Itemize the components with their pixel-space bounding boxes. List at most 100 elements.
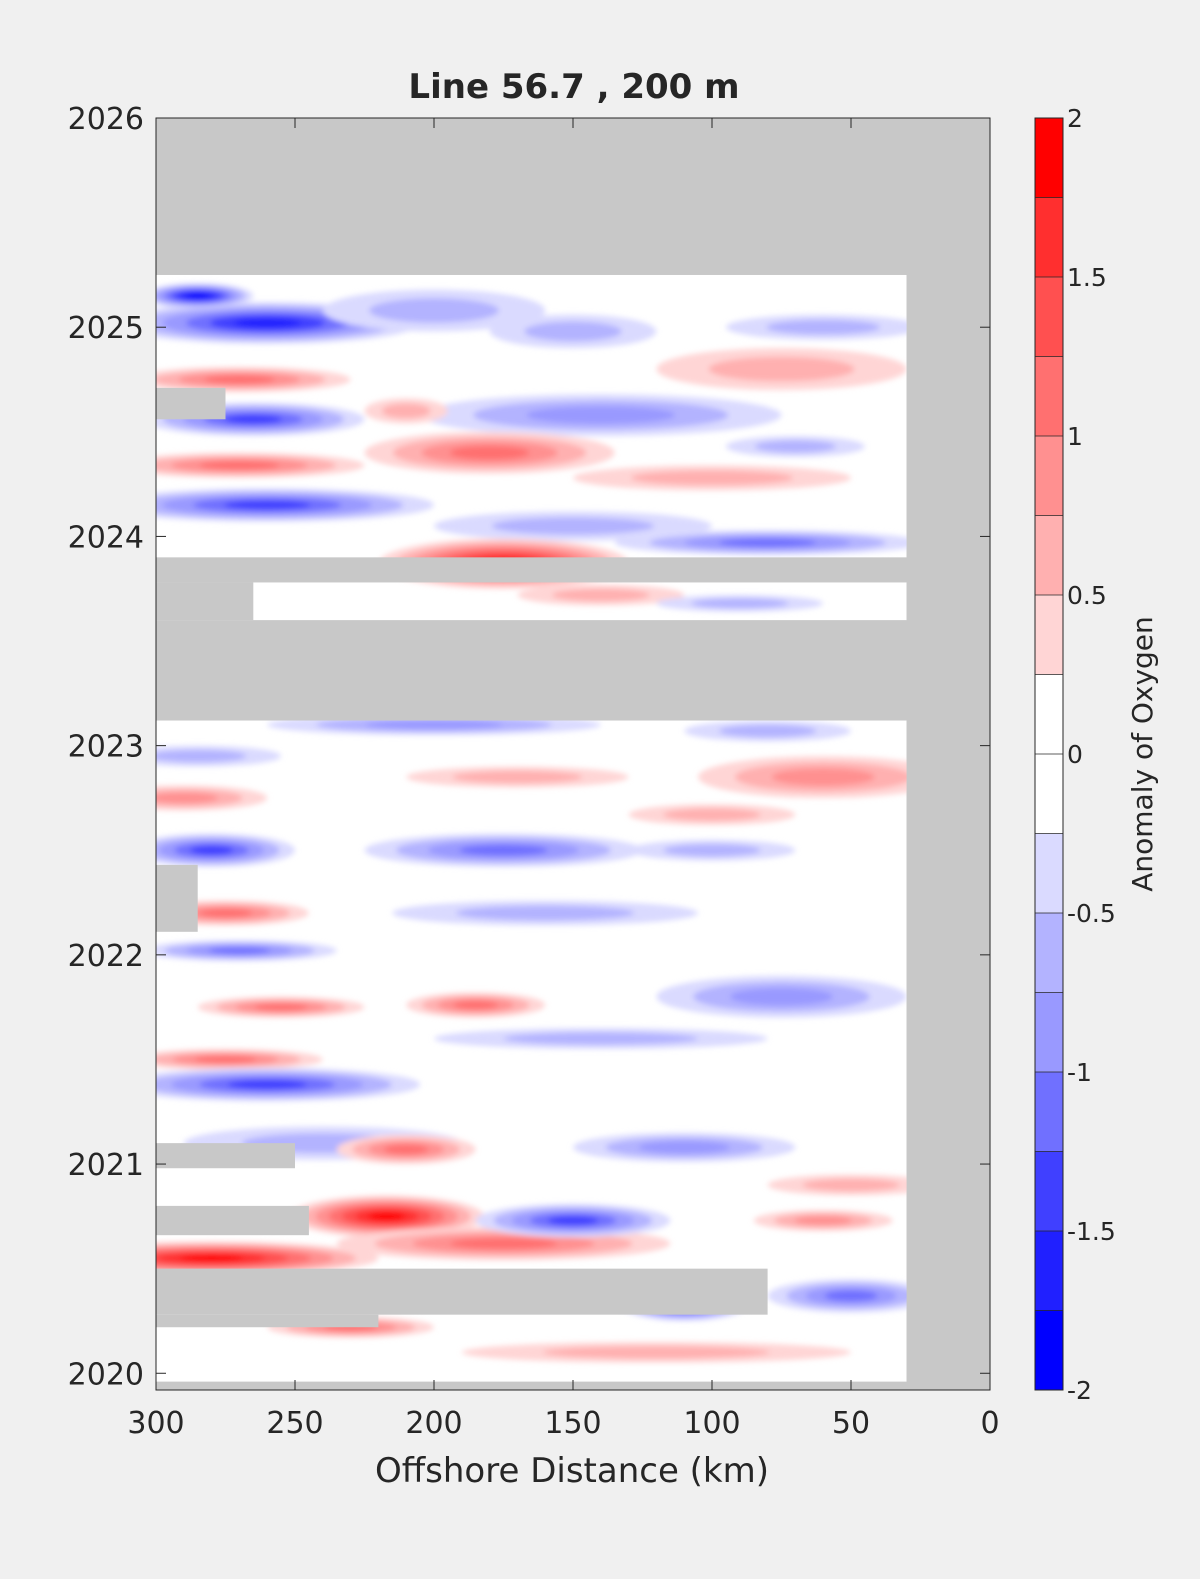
anomaly-patch bbox=[392, 900, 699, 926]
no-data-region bbox=[156, 387, 226, 420]
contour-ring bbox=[227, 1080, 307, 1089]
anomaly-patch bbox=[322, 289, 546, 332]
colorbar-label: Anomaly of Oxygen bbox=[1126, 616, 1159, 892]
contour-ring bbox=[718, 538, 817, 547]
anomaly-patch bbox=[156, 833, 295, 867]
no-data-region bbox=[156, 620, 907, 721]
colorbar-segment bbox=[1035, 197, 1063, 277]
contour-ring bbox=[254, 1003, 308, 1011]
colorbar-tick-label: -1.5 bbox=[1067, 1217, 1116, 1246]
y-tick-label: 2021 bbox=[68, 1148, 144, 1183]
contour-ring bbox=[450, 1238, 557, 1249]
contour-ring bbox=[381, 403, 431, 419]
anomaly-patch bbox=[628, 804, 796, 826]
x-tick-label: 150 bbox=[544, 1406, 601, 1441]
no-data-region bbox=[156, 1205, 309, 1236]
anomaly-patch bbox=[698, 756, 949, 798]
anomaly-patch bbox=[406, 992, 546, 1018]
colorbar-segment bbox=[1035, 595, 1063, 675]
anomaly-patch bbox=[614, 530, 921, 556]
contour-ring bbox=[630, 470, 794, 486]
contour-ring bbox=[771, 768, 875, 786]
contour-ring bbox=[638, 1141, 730, 1154]
contour-ring bbox=[794, 1216, 852, 1225]
contour-ring bbox=[729, 988, 834, 1006]
colorbar-tick-label: -0.5 bbox=[1067, 899, 1116, 928]
colorbar-segment bbox=[1035, 913, 1063, 993]
anomaly-patch bbox=[364, 833, 643, 867]
colorbar-segment bbox=[1035, 277, 1063, 357]
contour-ring bbox=[542, 1346, 770, 1359]
colorbar-tick-label: 0 bbox=[1067, 740, 1083, 769]
colorbar-tick-label: 0.5 bbox=[1067, 581, 1107, 610]
contour-ring bbox=[199, 461, 280, 470]
contour-ring bbox=[708, 356, 855, 382]
contour-ring bbox=[766, 319, 880, 335]
y-tick-label: 2026 bbox=[68, 102, 144, 137]
anomaly-patch bbox=[684, 720, 851, 742]
chart-title: Line 56.7 , 200 m bbox=[408, 67, 739, 107]
contour-ring bbox=[384, 1144, 429, 1155]
contour-ring bbox=[194, 1056, 257, 1063]
colorbar-tick-label: -2 bbox=[1067, 1376, 1092, 1405]
colorbar-segment bbox=[1035, 992, 1063, 1072]
anomaly-patch bbox=[156, 785, 268, 811]
anomaly-patch bbox=[434, 511, 712, 541]
contour-ring bbox=[802, 1178, 900, 1192]
no-data-region bbox=[156, 864, 198, 932]
contour-ring bbox=[233, 318, 301, 328]
contour-ring bbox=[156, 749, 247, 763]
contour-ring bbox=[526, 406, 676, 424]
anomaly-patch bbox=[156, 1067, 421, 1102]
contour-ring bbox=[524, 321, 622, 342]
colorbar-segment bbox=[1035, 436, 1063, 516]
anomaly-patch bbox=[156, 745, 282, 767]
contour-ring bbox=[491, 517, 655, 535]
y-tick-label: 2020 bbox=[68, 1357, 144, 1392]
anomaly-patch bbox=[461, 1341, 851, 1363]
colorbar-tick-label: 1.5 bbox=[1067, 263, 1107, 292]
contour-ring bbox=[547, 1216, 599, 1225]
x-axis: 300 250 200 150 100 50 0 bbox=[127, 118, 1000, 1441]
x-tick-label: 100 bbox=[683, 1406, 740, 1441]
contour-ring bbox=[452, 770, 583, 784]
colorbar-segment bbox=[1035, 1231, 1063, 1311]
anomaly-patch bbox=[156, 940, 337, 962]
anomaly-patch bbox=[197, 996, 365, 1018]
contour-ring bbox=[189, 845, 234, 855]
contour-ring bbox=[552, 588, 650, 602]
anomaly-patch bbox=[725, 314, 921, 340]
colorbar-tick-label: 1 bbox=[1067, 422, 1083, 451]
anomaly-patch bbox=[156, 452, 365, 478]
x-tick-label: 200 bbox=[405, 1406, 462, 1441]
colorbar-segment bbox=[1035, 754, 1063, 834]
anomaly-patch bbox=[767, 1279, 935, 1313]
colorbar-tick-label: -1 bbox=[1067, 1058, 1092, 1087]
colorbar-segment bbox=[1035, 1072, 1063, 1152]
x-tick-label: 0 bbox=[980, 1406, 999, 1441]
colorbar-segment bbox=[1035, 515, 1063, 595]
colorbar-segment bbox=[1035, 833, 1063, 913]
anomaly-patch bbox=[406, 766, 629, 788]
no-data-region bbox=[156, 582, 254, 621]
no-data-region bbox=[156, 1314, 379, 1328]
colorbar-segment bbox=[1035, 118, 1063, 198]
no-data-region bbox=[156, 1268, 768, 1315]
anomaly-patch bbox=[767, 1174, 935, 1196]
y-tick-label: 2022 bbox=[68, 939, 144, 974]
anomaly-patch bbox=[156, 366, 351, 393]
colorbar-segment bbox=[1035, 674, 1063, 754]
contour-ring bbox=[180, 1255, 244, 1262]
contour-ring bbox=[198, 909, 253, 917]
anomaly-patch bbox=[156, 283, 254, 309]
contour-ring bbox=[456, 905, 635, 921]
no-data-region bbox=[156, 1143, 295, 1169]
anomaly-patch bbox=[656, 975, 907, 1018]
y-axis: 2020 2021 2022 2023 2024 2025 2026 bbox=[68, 102, 990, 1392]
colorbar-frame bbox=[1034, 117, 1064, 1391]
contour-ring bbox=[663, 808, 761, 821]
anomaly-patch bbox=[336, 1134, 476, 1165]
no-data-region bbox=[156, 557, 907, 583]
